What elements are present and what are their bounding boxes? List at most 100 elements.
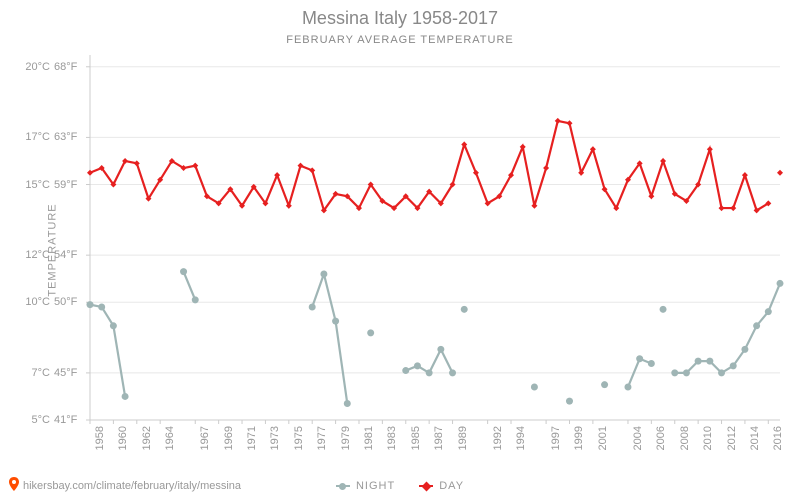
xtick: 2012 bbox=[726, 426, 738, 450]
ytick-c: 17°C bbox=[16, 131, 50, 143]
night-point bbox=[122, 393, 129, 400]
night-point bbox=[110, 322, 117, 329]
day-point bbox=[707, 146, 713, 152]
xtick: 1992 bbox=[492, 426, 504, 450]
xtick: 2014 bbox=[749, 426, 761, 450]
xtick: 1983 bbox=[386, 426, 398, 450]
day-point bbox=[742, 172, 748, 178]
night-point bbox=[636, 355, 643, 362]
night-point bbox=[437, 346, 444, 353]
legend-night-marker bbox=[336, 485, 350, 487]
xtick: 1973 bbox=[269, 426, 281, 450]
night-point bbox=[777, 280, 784, 287]
night-point bbox=[367, 329, 374, 336]
ytick-c: 10°C bbox=[16, 296, 50, 308]
pin-icon bbox=[8, 477, 20, 494]
day-point bbox=[298, 163, 304, 169]
footer: hikersbay.com/climate/february/italy/mes… bbox=[8, 477, 241, 494]
ytick-f: 68°F bbox=[54, 61, 77, 73]
night-point bbox=[648, 360, 655, 367]
day-point bbox=[87, 170, 93, 176]
night-point bbox=[344, 400, 351, 407]
night-point bbox=[601, 381, 608, 388]
night-point bbox=[695, 358, 702, 365]
day-point bbox=[192, 163, 198, 169]
plot-svg bbox=[90, 55, 780, 420]
ytick-f: 45°F bbox=[54, 367, 77, 379]
xtick: 1994 bbox=[515, 426, 527, 450]
plot-area bbox=[90, 55, 780, 420]
xtick: 1979 bbox=[340, 426, 352, 450]
night-point bbox=[98, 303, 105, 310]
chart-title: Messina Italy 1958-2017 bbox=[0, 8, 800, 29]
xtick: 1997 bbox=[550, 426, 562, 450]
xtick: 2010 bbox=[702, 426, 714, 450]
day-point bbox=[660, 158, 666, 164]
night-point bbox=[461, 306, 468, 313]
night-point bbox=[718, 369, 725, 376]
night-point bbox=[753, 322, 760, 329]
xtick: 1967 bbox=[199, 426, 211, 450]
ytick-f: 41°F bbox=[54, 414, 77, 426]
xtick: 1960 bbox=[117, 426, 129, 450]
night-point bbox=[402, 367, 409, 374]
night-point bbox=[426, 369, 433, 376]
xtick: 1981 bbox=[363, 426, 375, 450]
night-point bbox=[730, 362, 737, 369]
night-point bbox=[309, 303, 316, 310]
legend-night-label: NIGHT bbox=[356, 480, 395, 492]
night-point bbox=[531, 384, 538, 391]
xtick: 1962 bbox=[141, 426, 153, 450]
series-line bbox=[90, 121, 768, 210]
day-point bbox=[566, 120, 572, 126]
day-point bbox=[274, 172, 280, 178]
ytick-c: 20°C bbox=[16, 61, 50, 73]
ytick-f: 59°F bbox=[54, 179, 77, 191]
xtick: 1999 bbox=[573, 426, 585, 450]
day-point bbox=[286, 203, 292, 209]
day-point bbox=[461, 141, 467, 147]
series-line bbox=[406, 349, 453, 373]
series-line bbox=[312, 274, 347, 404]
ytick-c: 12°C bbox=[16, 249, 50, 261]
chart-container: Messina Italy 1958-2017 FEBRUARY AVERAGE… bbox=[0, 0, 800, 500]
xtick: 2016 bbox=[772, 426, 784, 450]
xtick: 1971 bbox=[246, 426, 258, 450]
legend-day-label: DAY bbox=[439, 480, 464, 492]
day-point bbox=[777, 170, 783, 176]
xtick: 1958 bbox=[94, 426, 106, 450]
xtick: 1977 bbox=[316, 426, 328, 450]
footer-url: hikersbay.com/climate/february/italy/mes… bbox=[23, 480, 241, 492]
xtick: 2004 bbox=[632, 426, 644, 450]
day-point bbox=[543, 165, 549, 171]
series-line bbox=[184, 272, 196, 300]
day-point bbox=[309, 167, 315, 173]
night-point bbox=[765, 308, 772, 315]
xtick: 2006 bbox=[655, 426, 667, 450]
xtick: 1964 bbox=[164, 426, 176, 450]
night-point bbox=[192, 296, 199, 303]
day-point bbox=[648, 193, 654, 199]
series-line bbox=[90, 305, 125, 397]
legend-day: DAY bbox=[419, 480, 464, 492]
ytick-f: 63°F bbox=[54, 131, 77, 143]
night-point bbox=[624, 384, 631, 391]
ytick-c: 7°C bbox=[16, 367, 50, 379]
xtick: 1975 bbox=[293, 426, 305, 450]
day-point bbox=[555, 118, 561, 124]
legend-night: NIGHT bbox=[336, 480, 395, 492]
ytick-c: 5°C bbox=[16, 414, 50, 426]
day-point bbox=[730, 205, 736, 211]
xtick: 1989 bbox=[457, 426, 469, 450]
legend-day-marker bbox=[419, 485, 433, 487]
night-point bbox=[683, 369, 690, 376]
night-point bbox=[671, 369, 678, 376]
xtick: 1985 bbox=[410, 426, 422, 450]
chart-subtitle: FEBRUARY AVERAGE TEMPERATURE bbox=[0, 34, 800, 46]
ytick-f: 50°F bbox=[54, 296, 77, 308]
day-point bbox=[719, 205, 725, 211]
night-point bbox=[320, 271, 327, 278]
ytick-f: 54°F bbox=[54, 249, 77, 261]
night-point bbox=[660, 306, 667, 313]
xtick: 1969 bbox=[223, 426, 235, 450]
